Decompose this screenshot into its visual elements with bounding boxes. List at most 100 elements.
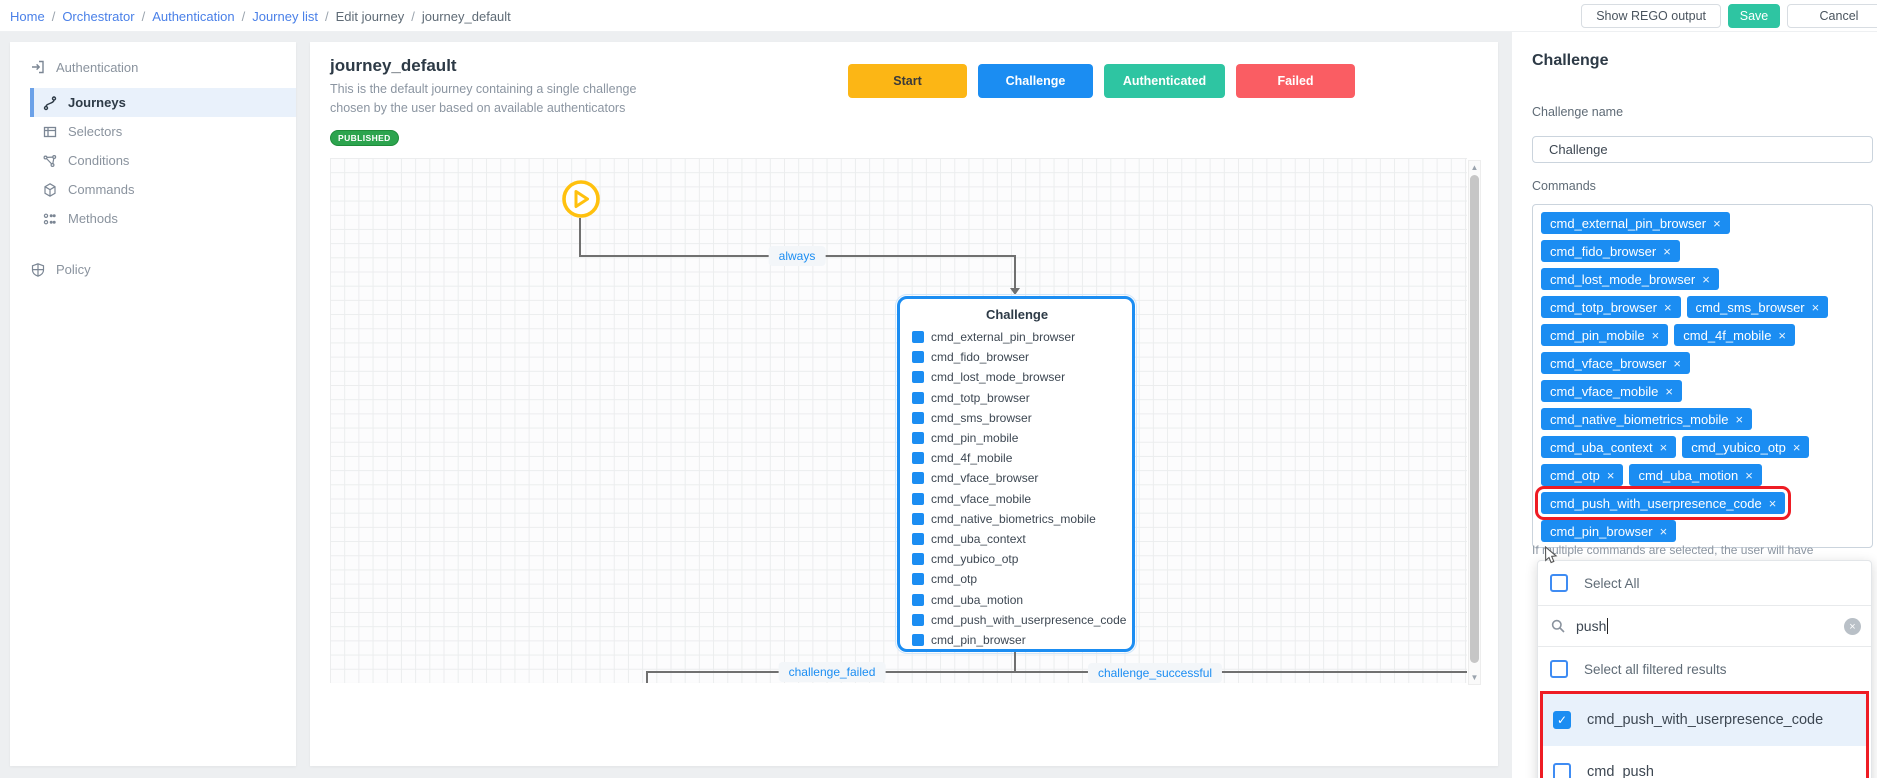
- commands-dropdown: Select All push × Select all filtered re…: [1537, 560, 1872, 778]
- command-chip[interactable]: cmd_uba_motion ×: [1629, 464, 1762, 486]
- command-chip[interactable]: cmd_totp_browser ×: [1541, 296, 1681, 318]
- chip-label: cmd_uba_motion: [1638, 467, 1739, 483]
- command-chip[interactable]: cmd_otp ×: [1541, 464, 1624, 486]
- chip-remove-icon[interactable]: ×: [1745, 467, 1753, 483]
- chip-remove-icon[interactable]: ×: [1713, 215, 1721, 231]
- node-command-item: cmd_push_with_userpresence_code: [912, 610, 1126, 630]
- node-command-item: cmd_uba_context: [912, 529, 1122, 549]
- methods-icon: [42, 211, 58, 227]
- command-chip[interactable]: cmd_lost_mode_browser ×: [1541, 268, 1719, 290]
- breadcrumb-item-orchestrator[interactable]: Orchestrator: [62, 8, 135, 24]
- chip-remove-icon[interactable]: ×: [1792, 439, 1801, 455]
- search-input[interactable]: push: [1576, 618, 1609, 634]
- mouse-cursor-icon: [1544, 545, 1560, 569]
- select-all-checkbox[interactable]: [1550, 574, 1568, 592]
- flow-canvas[interactable]: always Challenge cmd_external_pin_browse…: [330, 158, 1467, 683]
- option-checkbox[interactable]: ✓: [1553, 711, 1571, 729]
- breadcrumb-item-authentication[interactable]: Authentication: [152, 8, 235, 24]
- topbar-buttons: Show REGO output Save Cancel: [1581, 4, 1877, 28]
- legend-authenticated-button[interactable]: Authenticated: [1104, 64, 1225, 98]
- breadcrumb: Home / Orchestrator / Authentication / Journey…: [10, 0, 511, 32]
- chip-remove-icon[interactable]: ×: [1663, 299, 1672, 315]
- dropdown-search-row[interactable]: push ×: [1538, 606, 1871, 646]
- cancel-button[interactable]: Cancel: [1787, 4, 1877, 28]
- node-command-item: cmd_4f_mobile: [912, 448, 1122, 468]
- challenge-node-command-list: cmd_external_pin_browser cmd_fido_browser…: [912, 327, 1126, 650]
- command-bullet-icon: [912, 351, 924, 364]
- chip-remove-icon[interactable]: ×: [1606, 467, 1615, 483]
- command-chip[interactable]: cmd_pin_browser ×: [1541, 520, 1677, 542]
- chip-remove-icon[interactable]: ×: [1702, 271, 1710, 287]
- command-chip[interactable]: cmd_push_with_userpresence_code ×: [1534, 486, 1792, 520]
- commands-multiselect-field[interactable]: cmd_external_pin_browser × cmd_fido_browse…: [1532, 204, 1873, 548]
- select-all-filtered-row[interactable]: Select all filtered results: [1538, 647, 1871, 691]
- edge-label-challenge-failed[interactable]: challenge_failed: [778, 662, 886, 682]
- sidebar: Authentication Journeys Selectors Conditio…: [10, 42, 296, 766]
- save-button[interactable]: Save: [1728, 4, 1780, 28]
- edge-label-challenge-successful[interactable]: challenge_successful: [1087, 663, 1223, 683]
- sidebar-item-selectors[interactable]: Selectors: [30, 117, 296, 146]
- chip-remove-icon[interactable]: ×: [1665, 383, 1673, 399]
- node-command-item: cmd_native_biometrics_mobile: [912, 509, 1122, 529]
- command-chip[interactable]: cmd_uba_context ×: [1541, 436, 1677, 458]
- node-command-item: cmd_external_pin_browser: [912, 327, 1122, 347]
- select-all-row[interactable]: Select All: [1538, 561, 1871, 605]
- chip-remove-icon[interactable]: ×: [1659, 523, 1668, 539]
- challenge-name-input[interactable]: [1532, 136, 1873, 163]
- dropdown-option[interactable]: cmd_push: [1543, 746, 1866, 778]
- scroll-down-icon[interactable]: ▼: [1470, 673, 1479, 682]
- breadcrumb-item-journey-list[interactable]: Journey list: [252, 8, 318, 24]
- chip-label: cmd_totp_browser: [1550, 299, 1657, 315]
- challenge-node[interactable]: Challenge cmd_external_pin_browser cmd_fi…: [895, 294, 1137, 654]
- breadcrumb-item-home[interactable]: Home: [10, 8, 45, 24]
- chip-remove-icon[interactable]: ×: [1768, 495, 1777, 511]
- sidebar-item-conditions[interactable]: Conditions: [30, 146, 296, 175]
- divider: [1538, 605, 1871, 606]
- chip-remove-icon[interactable]: ×: [1778, 327, 1787, 343]
- chip-remove-icon[interactable]: ×: [1735, 411, 1744, 427]
- legend-failed-button[interactable]: Failed: [1236, 64, 1355, 98]
- chip-row: cmd_vface_browser ×: [1541, 352, 1864, 374]
- canvas-scrollbar[interactable]: ▲ ▼: [1468, 160, 1481, 685]
- chip-label: cmd_yubico_otp: [1691, 439, 1786, 455]
- sidebar-item-commands[interactable]: Commands: [30, 175, 296, 204]
- sidebar-item-policy[interactable]: Policy: [30, 255, 296, 284]
- option-checkbox[interactable]: [1553, 763, 1571, 778]
- chip-remove-icon[interactable]: ×: [1651, 327, 1660, 343]
- command-chip[interactable]: cmd_external_pin_browser ×: [1541, 212, 1730, 234]
- command-chip[interactable]: cmd_sms_browser ×: [1686, 296, 1829, 318]
- legend-start-button[interactable]: Start: [848, 64, 967, 98]
- sidebar-item-methods[interactable]: Methods: [30, 204, 296, 233]
- published-status-badge: PUBLISHED: [330, 130, 399, 146]
- show-rego-output-button[interactable]: Show REGO output: [1581, 4, 1721, 28]
- command-chip[interactable]: cmd_4f_mobile ×: [1674, 324, 1796, 346]
- sidebar-item-label: Conditions: [68, 153, 130, 168]
- chip-remove-icon[interactable]: ×: [1659, 439, 1668, 455]
- command-chip[interactable]: cmd_vface_mobile ×: [1541, 380, 1682, 402]
- dropdown-option[interactable]: ✓ cmd_push_with_userpresence_code: [1543, 694, 1866, 746]
- command-chip[interactable]: cmd_pin_mobile ×: [1541, 324, 1669, 346]
- clear-search-icon[interactable]: ×: [1844, 618, 1861, 635]
- chip-remove-icon[interactable]: ×: [1673, 355, 1681, 371]
- breadcrumb-item-edit-journey: Edit journey: [335, 8, 405, 24]
- breadcrumb-separator: /: [411, 8, 415, 24]
- scrollbar-thumb[interactable]: [1470, 175, 1479, 663]
- chip-remove-icon[interactable]: ×: [1663, 243, 1671, 259]
- command-chip[interactable]: cmd_native_biometrics_mobile ×: [1541, 408, 1753, 430]
- edge-label-always[interactable]: always: [768, 246, 826, 266]
- command-chip[interactable]: cmd_vface_browser ×: [1541, 352, 1690, 374]
- select-all-filtered-checkbox[interactable]: [1550, 660, 1568, 678]
- command-chip[interactable]: cmd_yubico_otp ×: [1682, 436, 1810, 458]
- top-bar: Home / Orchestrator / Authentication / Journey…: [0, 0, 1877, 32]
- command-bullet-icon: [912, 573, 924, 586]
- sidebar-item-journeys[interactable]: Journeys: [30, 88, 296, 117]
- command-chip[interactable]: cmd_fido_browser ×: [1541, 240, 1680, 262]
- start-node-play-icon[interactable]: [560, 178, 602, 220]
- node-command-item: cmd_vface_browser: [912, 468, 1122, 488]
- node-command-item: cmd_uba_motion: [912, 589, 1122, 609]
- chip-label: cmd_pin_mobile: [1550, 327, 1645, 343]
- scroll-up-icon[interactable]: ▲: [1470, 163, 1479, 172]
- chip-remove-icon[interactable]: ×: [1811, 299, 1820, 315]
- node-command-item: cmd_fido_browser: [912, 347, 1122, 367]
- legend-challenge-button[interactable]: Challenge: [978, 64, 1093, 98]
